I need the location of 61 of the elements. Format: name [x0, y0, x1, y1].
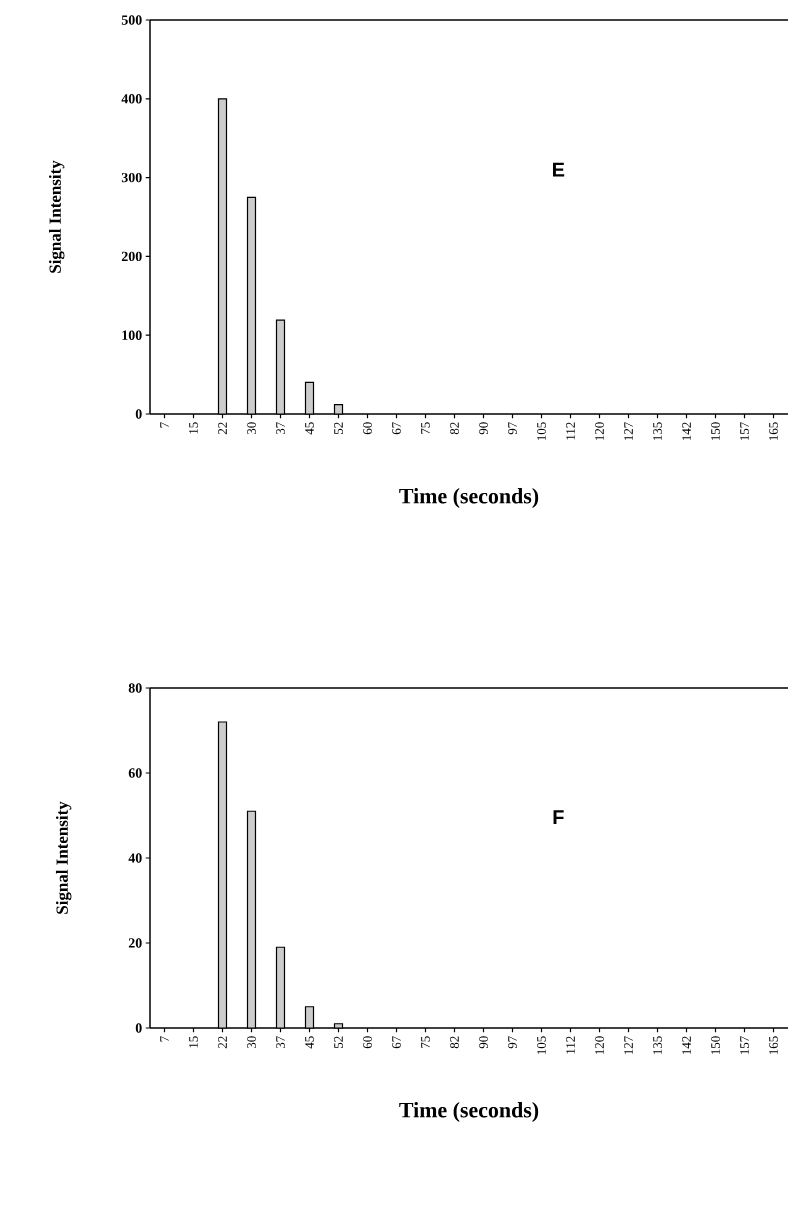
x-tick-label: 142 [682, 1036, 691, 1055]
y-tick-label: 20 [128, 938, 142, 948]
x-tick-label: 60 [363, 422, 372, 435]
x-tick-label: 135 [653, 422, 662, 441]
x-tick-label: 165 [769, 1036, 778, 1055]
x-tick-label: 90 [479, 1036, 488, 1049]
x-tick-label: 7 [160, 1036, 169, 1042]
x-tick-label: 127 [624, 1036, 633, 1055]
x-tick-label: 97 [508, 422, 517, 435]
x-tick-label: 37 [276, 1036, 285, 1049]
x-tick-label: 82 [450, 1036, 459, 1049]
x-tick-label: 127 [624, 422, 633, 441]
x-tick-label: 15 [189, 1036, 198, 1048]
x-tick-label: 120 [595, 1036, 604, 1055]
x-tick-label: 142 [682, 422, 691, 441]
x-tick-label: 52 [334, 422, 343, 434]
x-tick-label: 157 [740, 1036, 749, 1055]
x-tick-label: 82 [450, 422, 459, 435]
x-tick-label: 30 [247, 422, 256, 435]
y-tick-label: 200 [121, 251, 142, 262]
x-tick-label: 22 [218, 422, 227, 435]
x-tick-label: 37 [276, 422, 285, 435]
y-axis-title: Signal Intensity [48, 160, 65, 273]
x-tick-label: 60 [363, 1036, 372, 1049]
x-tick-label: 45 [305, 1036, 314, 1049]
x-tick-label: 105 [537, 1036, 546, 1055]
x-tick-label: 67 [392, 1036, 401, 1049]
x-tick-label: 165 [769, 422, 778, 441]
x-tick-label: 150 [711, 422, 720, 441]
y-tick-label: 80 [128, 683, 142, 693]
x-tick-label: 112 [566, 422, 575, 440]
x-tick-label: 15 [189, 422, 198, 434]
x-tick-label: 22 [218, 1036, 227, 1049]
x-tick-label: 120 [595, 422, 604, 441]
x-tick-label: 75 [421, 1036, 430, 1048]
x-tick-label: 90 [479, 422, 488, 435]
y-tick-label: 100 [122, 330, 142, 340]
y-tick-label: 60 [128, 768, 142, 778]
y-tick-label: 0 [135, 1023, 142, 1033]
x-tick-label: 30 [247, 1036, 256, 1049]
x-tick-label: 67 [392, 422, 401, 435]
y-tick-label: 300 [121, 172, 142, 183]
y-tick-label: 40 [128, 853, 142, 863]
x-tick-label: 157 [740, 422, 749, 441]
x-tick-label: 45 [305, 422, 314, 435]
x-axis-title: Time (seconds) [399, 488, 539, 508]
annotation: E [553, 162, 565, 177]
annotation: F [553, 810, 564, 825]
x-tick-label: 7 [160, 422, 169, 428]
y-tick-label: 400 [121, 94, 142, 104]
x-axis-title: Time (seconds) [399, 1102, 539, 1122]
x-tick-label: 75 [421, 422, 430, 434]
y-tick-label: 0 [135, 409, 142, 419]
x-tick-label: 105 [537, 422, 546, 441]
x-tick-label: 112 [566, 1036, 575, 1054]
y-tick-label: 500 [121, 15, 142, 25]
x-tick-label: 135 [653, 1036, 662, 1055]
x-tick-label: 52 [334, 1036, 343, 1048]
x-tick-label: 97 [508, 1036, 517, 1049]
x-tick-label: 150 [711, 1036, 720, 1055]
y-axis-title: Signal Intensity [55, 801, 72, 914]
